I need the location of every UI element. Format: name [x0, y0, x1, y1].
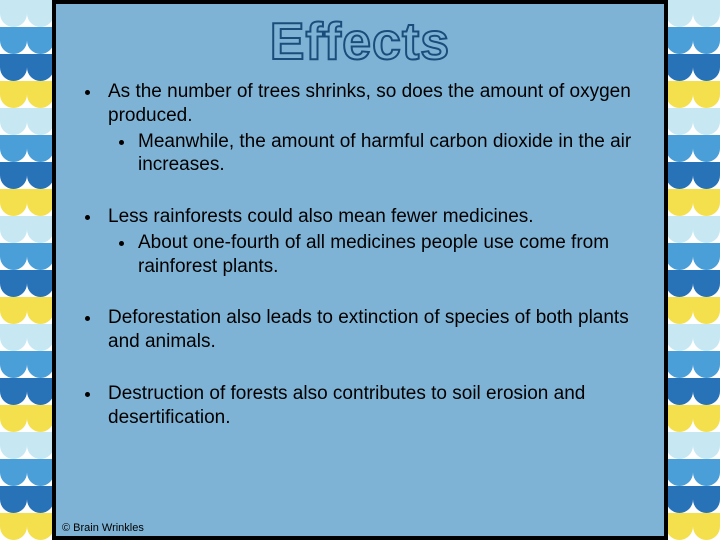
wave-border-left: [0, 0, 54, 540]
bullet-item: As the number of trees shrinks, so does …: [102, 80, 640, 177]
sub-bullet-item: Meanwhile, the amount of harmful carbon …: [136, 130, 640, 178]
slide-title: Effects: [80, 12, 640, 72]
bullet-list: As the number of trees shrinks, so does …: [80, 80, 640, 429]
content-panel: Effects As the number of trees shrinks, …: [56, 4, 664, 536]
sub-bullet-item: About one-fourth of all medicines people…: [136, 231, 640, 279]
sub-bullet-list: About one-fourth of all medicines people…: [108, 231, 640, 279]
copyright-text: © Brain Wrinkles: [62, 522, 144, 534]
bullet-item: Destruction of forests also contributes …: [102, 382, 640, 430]
bullet-text: As the number of trees shrinks, so does …: [108, 81, 631, 126]
wave-border-right: [666, 0, 720, 540]
bullet-item: Deforestation also leads to extinction o…: [102, 306, 640, 354]
bullet-text: Deforestation also leads to extinction o…: [108, 307, 629, 352]
sub-bullet-list: Meanwhile, the amount of harmful carbon …: [108, 130, 640, 178]
bullet-text: Less rainforests could also mean fewer m…: [108, 206, 534, 227]
bullet-item: Less rainforests could also mean fewer m…: [102, 205, 640, 278]
bullet-text: Destruction of forests also contributes …: [108, 383, 585, 428]
